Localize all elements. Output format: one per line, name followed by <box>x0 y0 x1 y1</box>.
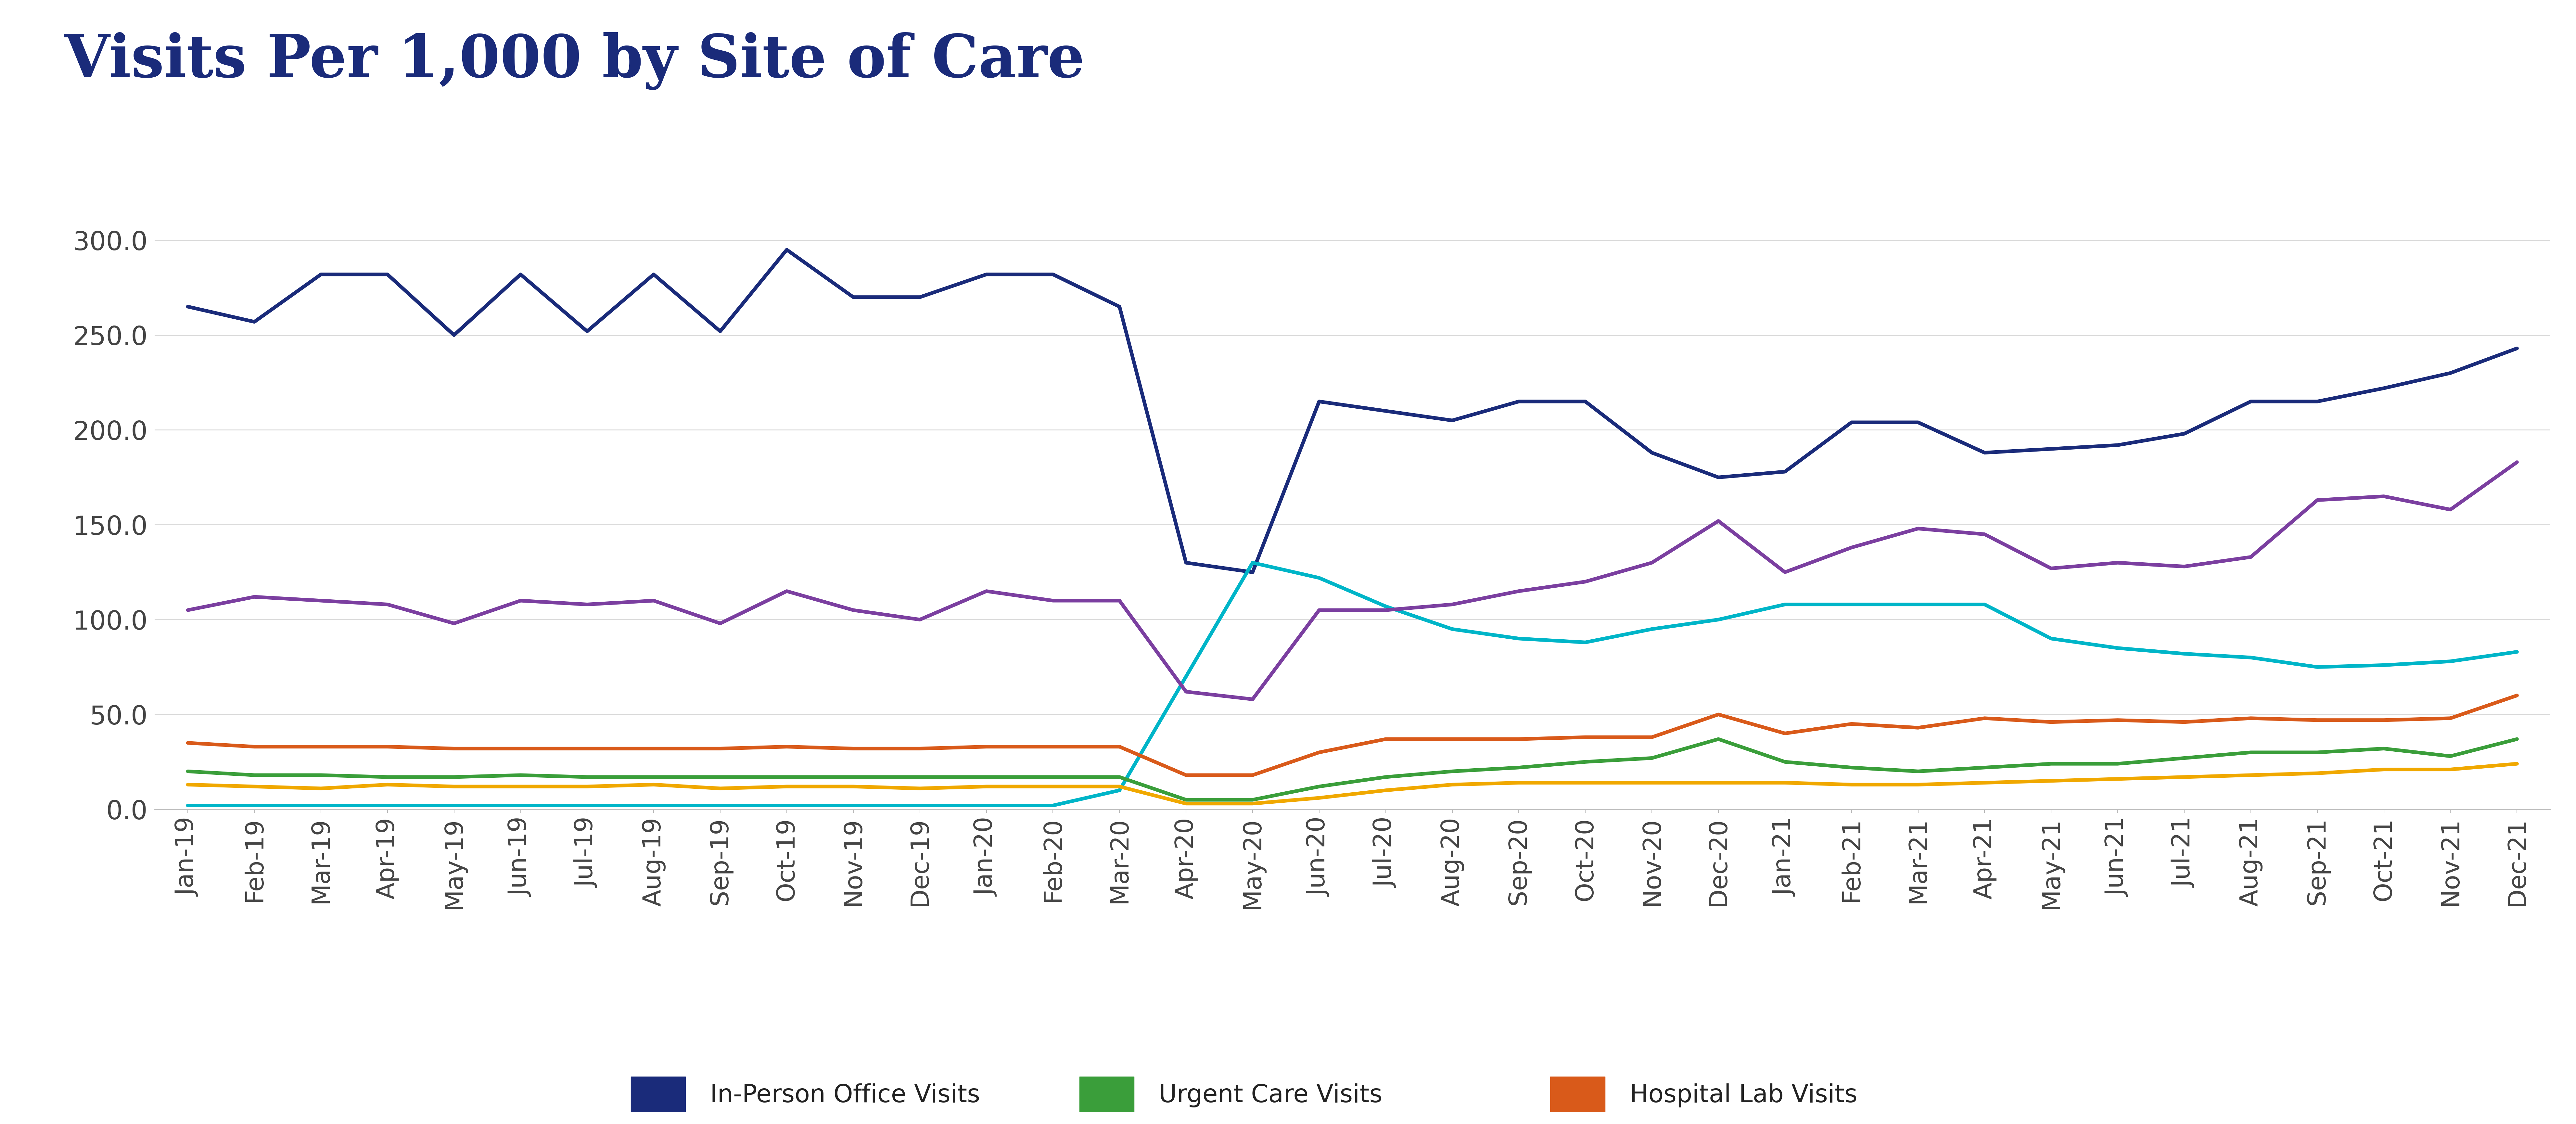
Text: Visits Per 1,000 by Site of Care: Visits Per 1,000 by Site of Care <box>64 33 1084 90</box>
Legend: In-Person Office Visits, Telehealth Visits, Urgent Care Visits, Emergency Room V: In-Person Office Visits, Telehealth Visi… <box>631 1077 2074 1124</box>
